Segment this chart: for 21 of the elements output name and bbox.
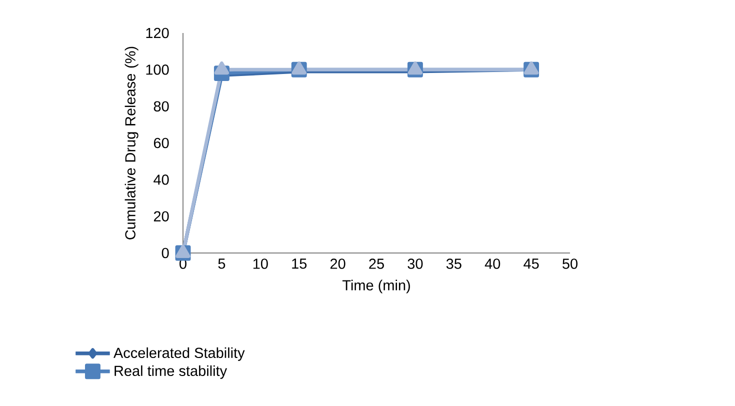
y-tick-label: 100	[146, 64, 169, 75]
legend-label: Accelerated Stability	[114, 347, 245, 361]
y-tick-label: 120	[146, 28, 169, 38]
x-tick-label: 50	[562, 258, 578, 269]
x-axis-title: Time (min)	[342, 280, 410, 294]
x-tick-label: 30	[408, 258, 423, 269]
x-tick-label: 20	[330, 258, 346, 269]
x-tick-label: 15	[292, 258, 307, 269]
legend-label: Real time stability	[114, 365, 228, 379]
y-tick-label: 20	[154, 211, 169, 222]
y-tick-label: 0	[162, 248, 169, 258]
y-tick-label: 80	[154, 101, 169, 112]
y-tick-label: 40	[154, 174, 169, 185]
y-axis-title: Cumulative Drug Release (%)	[124, 46, 138, 240]
x-tick-label: 5	[218, 258, 226, 269]
x-tick-label: 40	[484, 258, 500, 269]
x-tick-label: 10	[253, 258, 268, 269]
x-tick-label: 25	[369, 258, 384, 269]
x-tick-label: 45	[524, 258, 539, 269]
y-tick-label: 60	[154, 138, 169, 148]
x-tick-label: 35	[446, 258, 462, 269]
